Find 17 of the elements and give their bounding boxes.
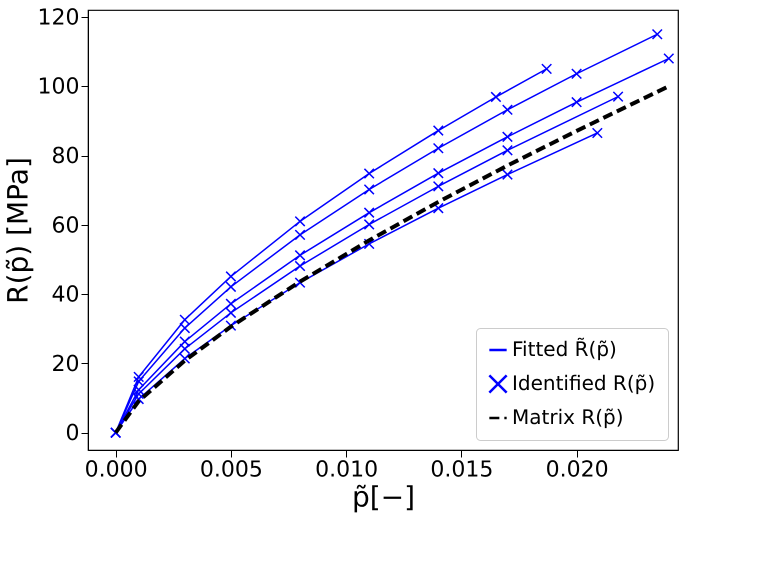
legend-label: Matrix R(p̃) xyxy=(512,405,624,429)
x-tick-label: 0.010 xyxy=(315,458,378,482)
x-tick-label: 0.015 xyxy=(430,458,494,482)
y-tick-label: 80 xyxy=(52,144,80,170)
x-axis-title: p̃[−] xyxy=(352,480,416,514)
y-tick-label: 120 xyxy=(38,5,80,30)
y-tick-label: 100 xyxy=(38,74,80,100)
x-tick-label: 0.020 xyxy=(546,458,609,482)
y-tick-label: 60 xyxy=(52,213,80,238)
y-tick-label: 20 xyxy=(52,352,80,377)
y-tick-label: 0 xyxy=(66,421,80,446)
legend-label: Identified R(p̃) xyxy=(512,371,656,395)
x-tick-label: 0.000 xyxy=(84,458,148,482)
y-axis-title: R(p̃) [MPa] xyxy=(2,157,35,304)
y-tick-label: 40 xyxy=(52,282,80,308)
x-tick-label: 0.005 xyxy=(200,458,263,482)
legend-label: Fitted R̃(p̃) xyxy=(512,337,617,361)
